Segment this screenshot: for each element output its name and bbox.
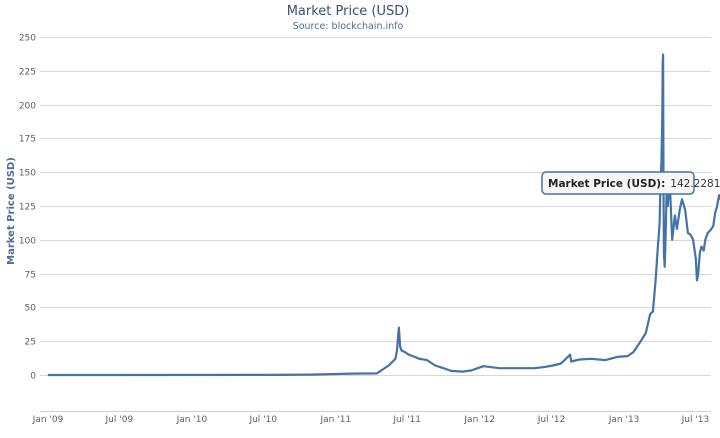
x-tick-label: Jan '13 xyxy=(608,415,640,425)
tooltip-series-name: Market Price (USD) xyxy=(548,178,661,190)
y-tick-label: 250 xyxy=(19,34,36,44)
chart-title: Market Price (USD) xyxy=(287,4,410,19)
tooltip: Market Price (USD):142.22816 xyxy=(541,171,720,195)
x-tick-label: Jan '10 xyxy=(176,415,208,425)
x-tick-label: Jan '11 xyxy=(320,415,352,425)
y-tick-label: 200 xyxy=(19,102,36,112)
y-tick-label: 50 xyxy=(25,304,37,314)
series-line xyxy=(47,53,720,377)
tooltip-value: 142.22816 xyxy=(670,178,720,190)
x-tick-label: Jan '09 xyxy=(32,415,64,425)
tooltip-text: Market Price (USD):142.22816 xyxy=(548,178,720,190)
y-tick-label: 225 xyxy=(19,68,36,78)
tooltip-box xyxy=(541,171,695,195)
x-tick-label: Jul '10 xyxy=(248,415,277,425)
tooltip-separator: : xyxy=(661,178,665,190)
y-tick-label: 100 xyxy=(19,237,36,247)
grid-lines xyxy=(40,37,711,412)
y-tick-labels: 0 25 50 75 100 125 150 175 200 225 250 xyxy=(19,34,36,382)
y-tick-label: 0 xyxy=(30,372,36,382)
y-axis-label: Market Price (USD) xyxy=(6,157,17,265)
x-tick-labels: Jan '09 Jul '09 Jan '10 Jul '10 Jan '11 Jul '… xyxy=(32,415,710,425)
y-tick-label: 25 xyxy=(25,338,36,348)
y-tick-label: 125 xyxy=(19,203,36,213)
y-tick-label: 150 xyxy=(19,169,36,179)
x-tick-label: Jul '11 xyxy=(392,415,421,425)
x-tick-label: Jul '13 xyxy=(681,415,710,425)
series-layer xyxy=(47,53,720,377)
chart-subtitle: Source: blockchain.info xyxy=(293,21,404,32)
x-tick-label: Jul '12 xyxy=(537,415,566,425)
y-tick-label: 175 xyxy=(19,135,36,145)
y-tick-label: 75 xyxy=(25,271,36,281)
x-tick-label: Jul '09 xyxy=(105,415,134,425)
x-tick-label: Jan '12 xyxy=(463,415,495,425)
